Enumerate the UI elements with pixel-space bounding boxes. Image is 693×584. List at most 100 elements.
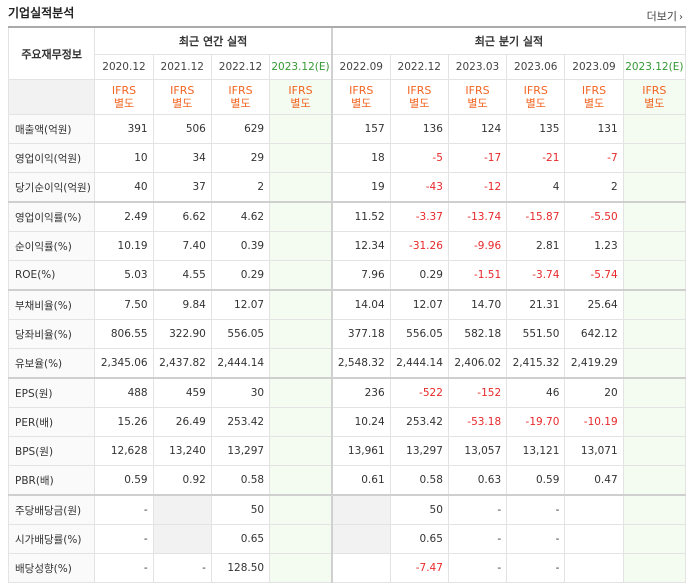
separate-label: 별도	[113, 97, 135, 110]
ifrs-row-blank	[7, 79, 96, 115]
separate-label: 별도	[230, 97, 251, 110]
table-cell: -31.26	[389, 231, 449, 261]
table-cell: 0.59	[94, 465, 154, 496]
accounting-standard-cell: IFRS 별도	[622, 79, 687, 115]
table-cell: 6.62	[152, 201, 212, 232]
table-cell: 0.92	[152, 465, 212, 496]
table-cell: -	[506, 494, 566, 525]
table-cell	[622, 201, 687, 232]
accounting-standard-cell: IFRS 별도	[447, 79, 508, 115]
table-cell: 40	[94, 172, 154, 203]
table-cell: 135	[506, 114, 566, 144]
group-header-annual: 최근 연간 실적	[94, 26, 333, 55]
group-header-quarter: 최근 분기 실적	[330, 26, 686, 55]
ifrs-label: IFRS	[111, 84, 137, 97]
table-cell: 34	[152, 143, 212, 173]
table-cell: -5.74	[564, 260, 624, 291]
table-cell: 13,240	[152, 436, 212, 466]
table-cell	[269, 407, 333, 437]
table-cell: 506	[152, 114, 212, 144]
table-cell: 10	[94, 143, 154, 173]
table-cell: -3.37	[389, 201, 449, 232]
table-cell: -10.19	[564, 407, 624, 437]
row-label: 주당배당금(원)	[7, 494, 96, 525]
table-cell	[622, 377, 687, 408]
table-cell: 629	[210, 114, 271, 144]
table-row: 매출액(억원) 391 506 629 157 136 124 135 131	[7, 114, 687, 144]
table-cell: 12.07	[389, 289, 449, 320]
period-header: 2022.09	[330, 54, 391, 80]
table-cell: 11.52	[330, 201, 391, 232]
table-cell: 2	[210, 172, 271, 203]
column-header-label: 주요재무정보	[7, 26, 96, 80]
separate-label: 별도	[409, 97, 430, 110]
table-cell: 236	[330, 377, 391, 408]
table-cell	[622, 172, 687, 203]
table-cell: -	[94, 494, 154, 525]
row-label: PBR(배)	[7, 465, 96, 496]
ifrs-label: IFRS	[407, 84, 432, 97]
table-cell: 582.18	[447, 319, 508, 349]
separate-label: 별도	[644, 97, 665, 110]
separate-label: 별도	[290, 97, 311, 110]
row-label: 당좌비율(%)	[7, 319, 96, 349]
table-cell: 4	[506, 172, 566, 203]
table-cell: 14.04	[330, 289, 391, 320]
table-cell: -	[506, 524, 566, 554]
table-cell: -15.87	[506, 201, 566, 232]
table-cell	[564, 553, 624, 583]
table-row: 주당배당금(원) -50 50- -	[7, 494, 687, 525]
table-row: 영업이익(억원) 10 34 29 18 -5 -17 -21 -7	[7, 143, 687, 173]
separate-label: 별도	[583, 97, 605, 110]
table-cell	[269, 201, 333, 232]
table-cell	[622, 524, 687, 554]
table-row: 부채비율(%) 7.50 9.84 12.07 14.04 12.07 14.70 21.31…	[7, 289, 687, 320]
chevron-right-icon: ›	[679, 12, 683, 23]
table-cell: -21	[506, 143, 566, 173]
separate-label: 별도	[172, 97, 193, 110]
table-cell: 13,057	[447, 436, 508, 466]
row-label: 당기순이익(억원)	[7, 172, 96, 203]
table-row: 순이익률(%) 10.19 7.40 0.39 12.34 -31.26 -9.96 2.81…	[7, 231, 687, 261]
table-cell: 806.55	[94, 319, 154, 349]
table-cell: -	[94, 524, 154, 554]
table-cell: 551.50	[506, 319, 566, 349]
table-cell: 157	[330, 114, 391, 144]
accounting-standard-cell: IFRS 별도	[506, 79, 566, 115]
table-cell: -17	[447, 143, 508, 173]
table-cell: 0.58	[389, 465, 449, 496]
table-cell: 124	[447, 114, 508, 144]
table-row: ROE(%) 5.03 4.55 0.29 7.96 0.29 -1.51 -3.74 -5.7…	[7, 260, 687, 291]
section-title: 기업실적분석	[8, 6, 75, 20]
table-cell	[269, 465, 333, 496]
table-cell: 30	[210, 377, 271, 408]
table-cell: 0.61	[330, 465, 391, 496]
table-cell: 13,961	[330, 436, 391, 466]
table-cell	[564, 524, 624, 554]
table-cell: 13,071	[564, 436, 624, 466]
table-cell: 12.07	[210, 289, 271, 320]
row-label: 시가배당률(%)	[7, 524, 96, 554]
table-cell: 0.65	[389, 524, 449, 554]
separate-label: 별도	[525, 97, 546, 110]
table-cell: -7.47	[389, 553, 449, 583]
table-cell: 556.05	[389, 319, 449, 349]
table-row: 영업이익률(%) 2.49 6.62 4.62 11.52 -3.37 -13.74 -15.…	[7, 201, 687, 232]
table-cell: 5.03	[94, 260, 154, 291]
financial-summary-table: 주요재무정보 최근 연간 실적 최근 분기 실적 2020.12 2021.12 2…	[7, 26, 687, 583]
accounting-standard-cell: IFRS 별도	[269, 79, 333, 115]
table-cell	[269, 377, 333, 408]
separate-label: 별도	[351, 97, 372, 110]
table-cell: 7.40	[152, 231, 212, 261]
table-cell: -9.96	[447, 231, 508, 261]
more-link[interactable]: 더보기 ›	[647, 8, 683, 24]
table-row: 당기순이익(억원) 40 37 2 19 -43 -12 4 2	[7, 172, 687, 203]
table-cell	[269, 114, 333, 144]
table-cell	[622, 348, 687, 379]
table-cell	[622, 319, 687, 349]
table-cell: 488	[94, 377, 154, 408]
table-cell	[622, 465, 687, 496]
period-header: 2023.03	[447, 54, 508, 80]
period-header: 2023.12(E)	[622, 54, 687, 80]
row-label: 순이익률(%)	[7, 231, 96, 261]
